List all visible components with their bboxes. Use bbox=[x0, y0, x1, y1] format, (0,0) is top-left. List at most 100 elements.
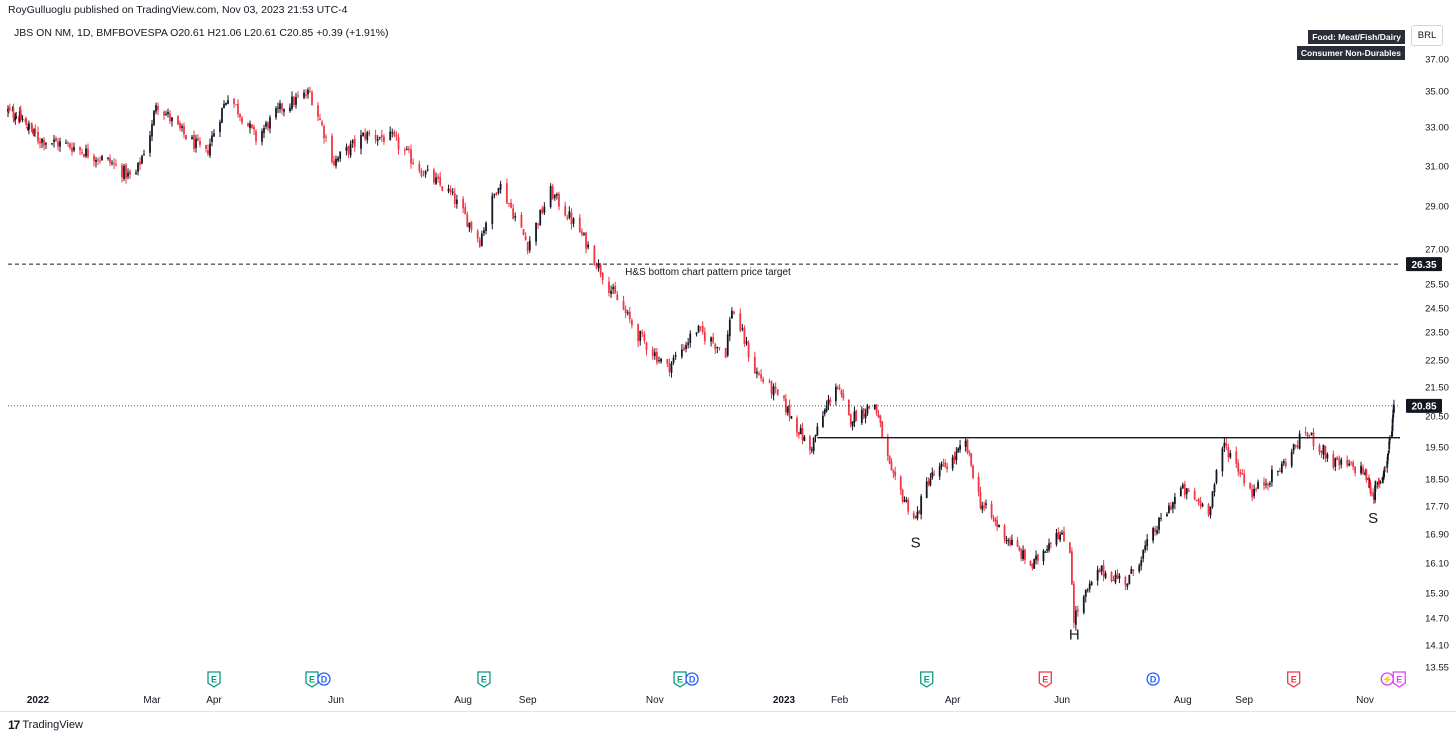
candle-body bbox=[441, 186, 444, 191]
candle-body bbox=[209, 143, 211, 156]
currency-selector[interactable]: BRL bbox=[1411, 25, 1443, 46]
candle-body bbox=[788, 404, 791, 418]
candle-body bbox=[364, 133, 367, 140]
candle-body bbox=[1241, 473, 1244, 475]
candle-body bbox=[957, 448, 960, 452]
candle-body bbox=[433, 169, 435, 183]
candle-body bbox=[875, 404, 878, 414]
events-layer: E E D E E D E E D E ⚡ E bbox=[207, 671, 1406, 688]
candle-body bbox=[683, 347, 685, 351]
earnings-marker bbox=[673, 671, 687, 688]
y-tick-label: 17.70 bbox=[1425, 502, 1449, 513]
candle-body bbox=[1383, 467, 1386, 472]
candle-body bbox=[79, 147, 81, 151]
candle-body bbox=[814, 435, 817, 438]
symbol-info: JBS ON NM, 1D, BMFBOVESPA O20.61 H21.06 … bbox=[14, 27, 389, 39]
candle-body bbox=[321, 121, 323, 125]
annotation-lines-layer bbox=[8, 263, 1400, 439]
candle-body bbox=[847, 399, 850, 416]
earnings-marker bbox=[207, 671, 221, 688]
y-tick-label: 13.55 bbox=[1425, 663, 1449, 674]
event-d-icon[interactable]: D bbox=[1146, 672, 1160, 686]
candle-body bbox=[291, 96, 293, 109]
candle-body bbox=[724, 348, 727, 358]
candle-body bbox=[165, 113, 167, 116]
candle-body bbox=[395, 135, 398, 137]
candle-body bbox=[1209, 506, 1212, 516]
candle-body bbox=[580, 231, 583, 235]
candle-body bbox=[1048, 543, 1050, 551]
event-d-icon[interactable]: D bbox=[685, 672, 699, 686]
candle-body bbox=[1003, 525, 1006, 540]
candle-body bbox=[468, 222, 471, 228]
candle-body bbox=[221, 108, 223, 123]
candle-body bbox=[1076, 609, 1079, 612]
candle-body bbox=[319, 118, 321, 121]
candle-body bbox=[1144, 545, 1147, 550]
candle-body bbox=[20, 117, 23, 119]
x-tick-label: Apr bbox=[206, 695, 222, 706]
candle-body bbox=[1350, 462, 1353, 464]
candle-body bbox=[786, 406, 789, 413]
candle-body bbox=[483, 230, 485, 234]
candle-body bbox=[1183, 483, 1186, 496]
candle-body bbox=[946, 466, 948, 470]
event-e-icon[interactable]: E bbox=[1038, 671, 1052, 688]
candle-body bbox=[1049, 542, 1052, 544]
candle-body bbox=[1086, 589, 1089, 591]
candle-body bbox=[1009, 539, 1012, 545]
candle-body bbox=[1239, 471, 1242, 475]
candle-body bbox=[964, 440, 967, 447]
sector-badge[interactable]: Food: Meat/Fish/Dairy bbox=[1308, 30, 1405, 44]
candle-body bbox=[237, 103, 239, 115]
candle-body bbox=[275, 108, 277, 118]
x-tick-label: Jun bbox=[1054, 695, 1070, 706]
candle-body bbox=[537, 223, 540, 225]
candle-body bbox=[197, 138, 199, 141]
industry-badge[interactable]: Consumer Non-Durables bbox=[1296, 46, 1405, 60]
y-tick-label: 21.50 bbox=[1425, 383, 1449, 394]
candle-body bbox=[1340, 459, 1343, 465]
y-tick-label: 20.50 bbox=[1425, 412, 1449, 423]
candle-body bbox=[331, 135, 333, 162]
candle-body bbox=[851, 421, 854, 427]
event-e-icon[interactable]: E bbox=[920, 671, 934, 688]
candle-body bbox=[69, 143, 71, 149]
candle-body bbox=[485, 222, 487, 232]
candle-body bbox=[18, 111, 21, 122]
event-e-icon[interactable]: E bbox=[1287, 671, 1301, 688]
event-d-icon[interactable]: D bbox=[317, 672, 331, 686]
event-letter: D bbox=[321, 675, 328, 685]
candle-body bbox=[420, 170, 423, 176]
candle-body bbox=[1005, 539, 1008, 541]
candle-body bbox=[495, 192, 498, 195]
candle-body bbox=[879, 415, 882, 423]
candle-body bbox=[931, 472, 934, 478]
candle-body bbox=[211, 135, 213, 142]
candle-body bbox=[1386, 453, 1389, 461]
candle-body bbox=[614, 285, 617, 294]
last-price-tag-bg bbox=[1406, 398, 1442, 413]
x-tick-label: Nov bbox=[646, 695, 664, 706]
event-e-icon[interactable]: E bbox=[207, 671, 221, 688]
candle-body bbox=[333, 160, 335, 165]
event-letter: E bbox=[211, 675, 217, 685]
event-e-icon[interactable]: E bbox=[305, 671, 319, 688]
candle-body bbox=[374, 134, 377, 140]
candle-body bbox=[451, 191, 454, 193]
candle-body bbox=[953, 455, 956, 460]
event-e-icon[interactable]: E bbox=[1392, 671, 1406, 688]
candle-body bbox=[564, 206, 567, 216]
candle-body bbox=[1374, 485, 1376, 501]
x-tick-label: Sep bbox=[519, 695, 537, 706]
candle-body bbox=[95, 160, 97, 162]
candle-body bbox=[1271, 469, 1273, 483]
candle-body bbox=[28, 123, 30, 130]
candle-body bbox=[972, 465, 974, 478]
dividend-marker bbox=[1146, 672, 1160, 686]
event-split-icon[interactable]: ⚡ bbox=[1380, 672, 1394, 686]
event-e-icon[interactable]: E bbox=[477, 671, 491, 688]
event-e-icon[interactable]: E bbox=[673, 671, 687, 688]
candle-body bbox=[829, 399, 832, 403]
